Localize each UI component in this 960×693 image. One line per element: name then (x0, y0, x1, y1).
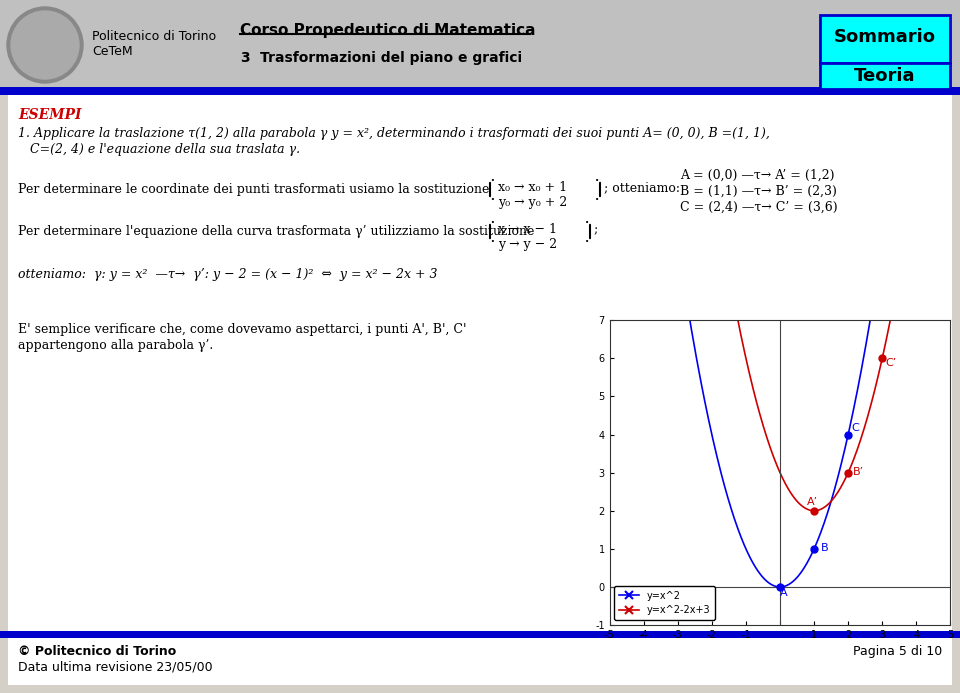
Text: 3: 3 (240, 51, 250, 65)
Text: x → x − 1: x → x − 1 (498, 223, 557, 236)
Text: otteniamo:  γ: y = x²  —τ→  γ’: y − 2 = (x − 1)²  ⇔  y = x² − 2x + 3: otteniamo: γ: y = x² —τ→ γ’: y − 2 = (x … (18, 268, 438, 281)
Text: x₀ → x₀ + 1: x₀ → x₀ + 1 (498, 181, 567, 194)
Text: CeTeM: CeTeM (92, 45, 132, 58)
Text: © Politecnico di Torino: © Politecnico di Torino (18, 645, 177, 658)
FancyBboxPatch shape (820, 63, 950, 89)
Text: y₀ → y₀ + 2: y₀ → y₀ + 2 (498, 196, 567, 209)
Text: B’: B’ (853, 466, 864, 477)
Text: ; otteniamo:: ; otteniamo: (604, 181, 680, 194)
Legend: y=x^2, y=x^2-2x+3: y=x^2, y=x^2-2x+3 (614, 586, 715, 620)
Bar (8, 95, 952, 685)
Text: y → y − 2: y → y − 2 (498, 238, 557, 251)
Text: C = (2,4) —τ→ C’ = (3,6): C = (2,4) —τ→ C’ = (3,6) (680, 201, 838, 214)
Text: 1. Applicare la traslazione τ(1, 2) alla parabola γ y = x², determinando i trasf: 1. Applicare la traslazione τ(1, 2) alla… (18, 127, 770, 140)
Text: Trasformazioni del piano e grafici: Trasformazioni del piano e grafici (260, 51, 522, 65)
Circle shape (7, 7, 83, 83)
Text: C=(2, 4) e l'equazione della sua traslata γ.: C=(2, 4) e l'equazione della sua traslat… (18, 143, 300, 156)
Text: Per determinare le coordinate dei punti trasformati usiamo la sostituzione: Per determinare le coordinate dei punti … (18, 183, 490, 196)
Text: A = (0,0) —τ→ A’ = (1,2): A = (0,0) —τ→ A’ = (1,2) (680, 169, 834, 182)
Text: Politecnico di Torino: Politecnico di Torino (92, 30, 216, 43)
Text: C’: C’ (886, 358, 897, 368)
Circle shape (11, 11, 79, 79)
Text: appartengono alla parabola γ’.: appartengono alla parabola γ’. (18, 339, 213, 352)
FancyBboxPatch shape (820, 15, 950, 63)
Text: Data ultima revisione 23/05/00: Data ultima revisione 23/05/00 (18, 660, 212, 673)
Text: Pagina 5 di 10: Pagina 5 di 10 (852, 645, 942, 658)
Text: Per determinare l'equazione della curva trasformata γ’ utilizziamo la sostituzio: Per determinare l'equazione della curva … (18, 225, 535, 238)
Text: ESEMPI: ESEMPI (18, 108, 82, 122)
Text: A: A (780, 588, 787, 599)
Bar (0, 0, 960, 90)
Text: Sommario: Sommario (834, 28, 936, 46)
Text: B = (1,1) —τ→ B’ = (2,3): B = (1,1) —τ→ B’ = (2,3) (680, 185, 837, 198)
Text: ;: ; (594, 223, 598, 236)
Bar (0, 631, 960, 638)
Text: A’: A’ (806, 497, 818, 507)
Text: Corso Propedeutico di Matematica: Corso Propedeutico di Matematica (240, 23, 536, 38)
Text: Teoria: Teoria (854, 67, 916, 85)
Text: C: C (852, 423, 859, 432)
Text: B: B (821, 543, 828, 553)
Bar (0, 87, 960, 95)
Text: E' semplice verificare che, come dovevamo aspettarci, i punti A', B', C': E' semplice verificare che, come dovevam… (18, 323, 467, 336)
